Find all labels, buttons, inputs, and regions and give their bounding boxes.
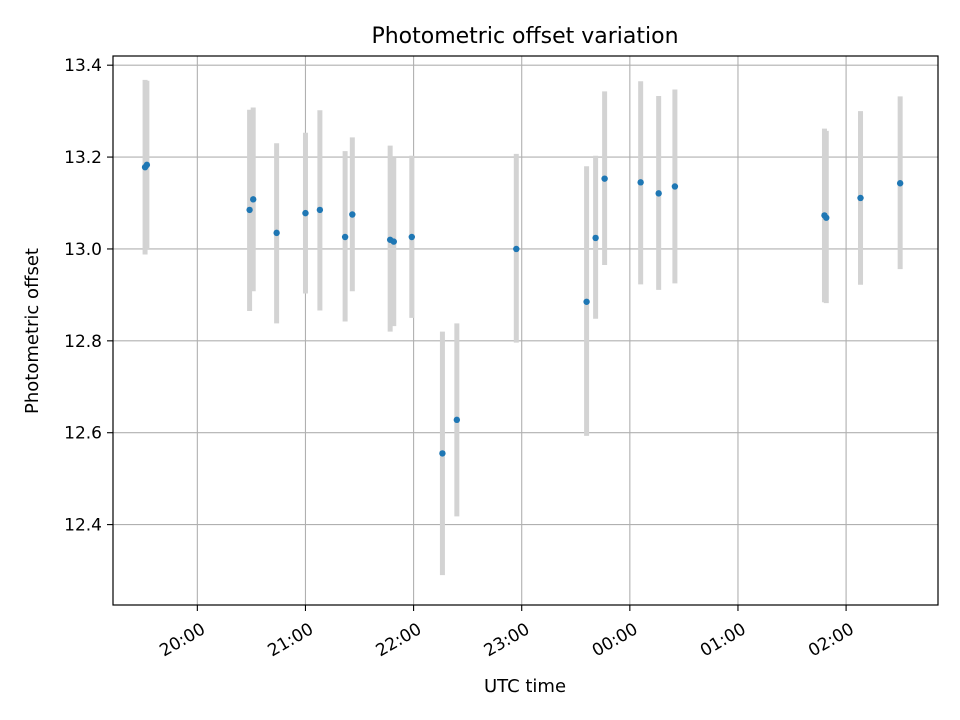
data-point — [439, 450, 446, 457]
y-tick-label: 12.4 — [64, 516, 102, 536]
data-point — [601, 175, 608, 182]
y-axis-label: Photometric offset — [22, 248, 43, 414]
data-point — [408, 233, 415, 241]
y-tick-label: 13.0 — [64, 240, 102, 260]
data-point — [823, 214, 830, 221]
data-point — [857, 194, 864, 202]
data-point — [250, 196, 257, 203]
plot-frame — [112, 55, 939, 606]
data-point — [316, 206, 324, 214]
data-point — [637, 179, 644, 186]
data-point — [273, 229, 280, 237]
data-points — [141, 161, 904, 457]
chart-title: Photometric offset variation — [371, 24, 678, 49]
data-point — [341, 233, 349, 241]
data-point — [246, 206, 253, 214]
y-tick-label: 13.2 — [64, 148, 102, 168]
y-tick-label: 13.4 — [64, 56, 102, 76]
y-tick-label: 12.6 — [64, 424, 102, 444]
data-point — [583, 298, 590, 305]
data-point — [896, 180, 904, 187]
data-point — [349, 211, 356, 218]
x-axis-label: UTC time — [484, 676, 566, 697]
data-point — [671, 183, 679, 190]
data-point — [453, 416, 461, 424]
y-axis-ticks: 12.4 12.6 12.8 13.0 13.2 13.4 — [64, 56, 113, 536]
data-point — [143, 161, 151, 169]
y-tick-label: 12.8 — [64, 332, 102, 352]
data-point — [390, 238, 397, 245]
data-point — [302, 209, 309, 217]
data-point — [592, 234, 599, 242]
data-point — [513, 245, 520, 253]
data-point — [655, 190, 662, 197]
